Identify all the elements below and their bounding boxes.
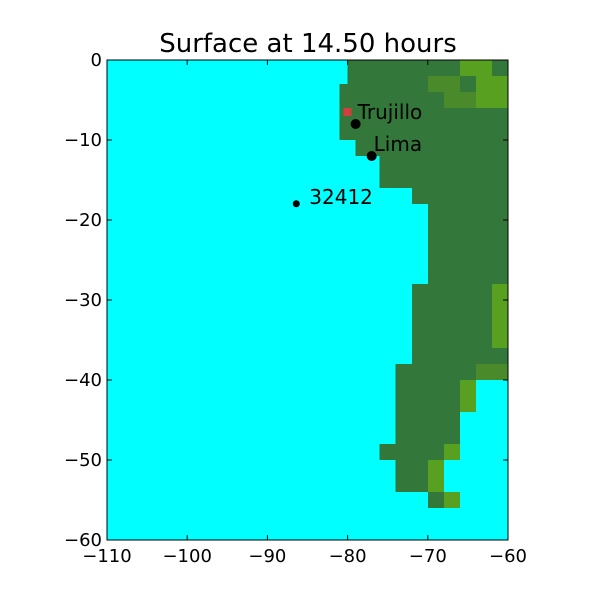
x-tick-label: −80 [329, 546, 367, 567]
axes: −110 −100 −90 −80 −70 −60 0 −10 −20 −30 −40 −50 −60 [64, 50, 527, 567]
location-point [292, 200, 300, 208]
land-cell [427, 492, 444, 508]
x-tick-label: −70 [409, 546, 447, 567]
highland-cell [427, 76, 460, 92]
map-title: Surface at 14.50 hours [159, 29, 457, 59]
x-tick-label: −90 [248, 546, 286, 567]
land-cell [379, 444, 460, 460]
location-label: Lima [374, 132, 422, 156]
wave-cell [343, 108, 352, 116]
y-tick-label: −40 [64, 370, 102, 391]
highland-cell [475, 76, 508, 108]
y-tick-label: −60 [64, 530, 102, 551]
land-cell [395, 412, 460, 444]
y-tick-label: −30 [64, 290, 102, 311]
y-tick-label: −10 [64, 130, 102, 151]
y-tick-label: −50 [64, 450, 102, 471]
location-label: 32412 [309, 185, 373, 209]
plot-area [107, 60, 508, 540]
location-markers: Trujillo Lima 32412 [292, 100, 423, 209]
land-cell [411, 188, 508, 204]
location-label: Trujillo [357, 100, 423, 124]
y-tick-label: 0 [91, 50, 102, 71]
location-point [366, 151, 377, 161]
land-cell [355, 140, 508, 156]
x-tick-label: −60 [489, 546, 527, 567]
highland-cell [427, 460, 444, 492]
highland-cell [443, 492, 460, 508]
highland-cell [443, 92, 476, 108]
land-cell [379, 156, 508, 188]
y-tick-label: −20 [64, 210, 102, 231]
highland-cell [491, 284, 508, 348]
land-cell [427, 204, 508, 284]
highland-cell [443, 444, 460, 460]
highland-cell [459, 60, 492, 76]
highland-cell [459, 380, 476, 412]
x-tick-label: −110 [82, 546, 131, 567]
x-tick-label: −100 [162, 546, 211, 567]
location-point [350, 119, 361, 129]
highland-cell [475, 364, 508, 380]
